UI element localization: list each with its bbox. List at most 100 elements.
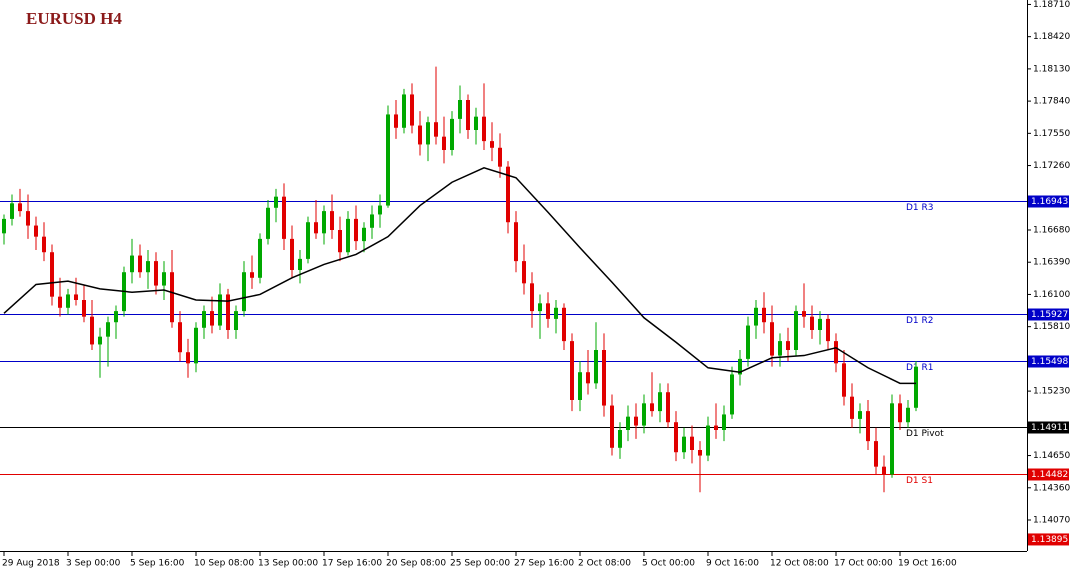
candle-body bbox=[210, 311, 214, 326]
candle-body bbox=[850, 396, 854, 419]
y-tick-label: 1.17550 bbox=[1033, 129, 1070, 139]
level-price-box bbox=[1028, 468, 1069, 481]
y-tick-label: 1.14650 bbox=[1033, 451, 1070, 461]
chart-title: EURUSD H4 bbox=[26, 9, 122, 28]
candle-body bbox=[266, 207, 270, 239]
candle-body bbox=[650, 403, 654, 412]
candle-body bbox=[578, 372, 582, 400]
candle-body bbox=[250, 272, 254, 278]
candle-body bbox=[434, 122, 438, 137]
candle-body bbox=[242, 272, 246, 312]
candle-body bbox=[314, 222, 318, 234]
moving-average bbox=[3, 166, 916, 385]
candle-body bbox=[874, 441, 878, 467]
candle-body bbox=[386, 114, 390, 206]
candle-body bbox=[770, 322, 774, 356]
level-price-box bbox=[1028, 308, 1069, 321]
candle-body bbox=[402, 94, 406, 128]
candle-body bbox=[322, 211, 326, 234]
candle-body bbox=[194, 327, 198, 364]
y-tick-label: 1.17260 bbox=[1033, 161, 1070, 171]
candle-body bbox=[410, 94, 414, 126]
y-tick-label: 1.16100 bbox=[1033, 290, 1070, 300]
candle-body bbox=[42, 236, 46, 253]
candle-body bbox=[882, 466, 886, 475]
candle-body bbox=[306, 222, 310, 259]
candle-body bbox=[562, 307, 566, 342]
candle-body bbox=[842, 363, 846, 397]
x-tick-label: 3 Sep 00:00 bbox=[66, 559, 121, 569]
y-tick-label: 1.18710 bbox=[1033, 0, 1070, 10]
candle-body bbox=[666, 392, 670, 423]
y-tick-label: 1.18130 bbox=[1033, 64, 1070, 74]
candle-body bbox=[178, 322, 182, 353]
level-name: D1 S1 bbox=[906, 476, 933, 486]
candle-body bbox=[458, 100, 462, 119]
candle-body bbox=[82, 300, 86, 317]
candle-body bbox=[418, 125, 422, 145]
candle-body bbox=[570, 341, 574, 400]
level-name: D1 R1 bbox=[906, 363, 934, 373]
candle-body bbox=[474, 116, 478, 130]
y-tick-label: 1.16390 bbox=[1033, 258, 1070, 268]
x-tick-label: 2 Oct 08:00 bbox=[578, 559, 631, 569]
candle-body bbox=[466, 100, 470, 130]
candle-body bbox=[818, 318, 822, 330]
candle-body bbox=[74, 294, 78, 300]
candle-body bbox=[394, 114, 398, 128]
candle-body bbox=[330, 211, 334, 230]
y-tick-label: 1.17840 bbox=[1033, 97, 1070, 107]
candle-body bbox=[490, 141, 494, 148]
candle-body bbox=[362, 227, 366, 242]
price-marker-label: 1.13895 bbox=[1031, 535, 1068, 545]
candle-body bbox=[482, 116, 486, 142]
candle-body bbox=[858, 411, 862, 419]
candle-body bbox=[794, 311, 798, 350]
candle-body bbox=[722, 414, 726, 430]
candle-body bbox=[50, 252, 54, 297]
level-price-box bbox=[1028, 355, 1069, 368]
x-tick-label: 17 Sep 16:00 bbox=[322, 559, 382, 569]
x-tick-label: 5 Sep 16:00 bbox=[130, 559, 185, 569]
x-tick-label: 9 Oct 16:00 bbox=[706, 559, 759, 569]
candle-body bbox=[218, 294, 222, 326]
candle-body bbox=[426, 122, 430, 145]
candle-body bbox=[730, 374, 734, 415]
candle-body bbox=[202, 311, 206, 328]
level-price-label: 1.15498 bbox=[1031, 357, 1068, 367]
candle-body bbox=[834, 341, 838, 364]
candle-body bbox=[626, 416, 630, 430]
level-name: D1 R2 bbox=[906, 316, 934, 326]
candle-body bbox=[258, 238, 262, 278]
candle-body bbox=[506, 166, 510, 223]
level-name: D1 Pivot bbox=[906, 429, 944, 439]
y-tick-label: 1.15810 bbox=[1033, 322, 1070, 332]
candle-body bbox=[498, 147, 502, 167]
candle-body bbox=[786, 341, 790, 350]
candle-body bbox=[146, 261, 150, 273]
y-tick-label: 1.15230 bbox=[1033, 387, 1070, 397]
candle-body bbox=[338, 230, 342, 253]
candle-body bbox=[674, 422, 678, 453]
candle-body bbox=[98, 336, 102, 345]
candle-body bbox=[658, 392, 662, 412]
candle-body bbox=[106, 322, 110, 337]
candle-body bbox=[234, 311, 238, 330]
candle-body bbox=[162, 272, 166, 286]
candle-body bbox=[370, 214, 374, 228]
x-tick-label: 5 Oct 00:00 bbox=[642, 559, 695, 569]
candle-body bbox=[594, 350, 598, 384]
candle-body bbox=[826, 318, 830, 342]
level-price-label: 1.14911 bbox=[1031, 423, 1068, 433]
candle-body bbox=[914, 366, 918, 408]
x-tick-label: 27 Sep 16:00 bbox=[514, 559, 574, 569]
candle-body bbox=[154, 261, 158, 286]
candle-body bbox=[762, 307, 766, 323]
x-tick-label: 20 Sep 08:00 bbox=[386, 559, 446, 569]
candle-body bbox=[714, 425, 718, 430]
candle-body bbox=[698, 450, 702, 456]
candle-body bbox=[66, 294, 70, 308]
candle-body bbox=[170, 272, 174, 323]
